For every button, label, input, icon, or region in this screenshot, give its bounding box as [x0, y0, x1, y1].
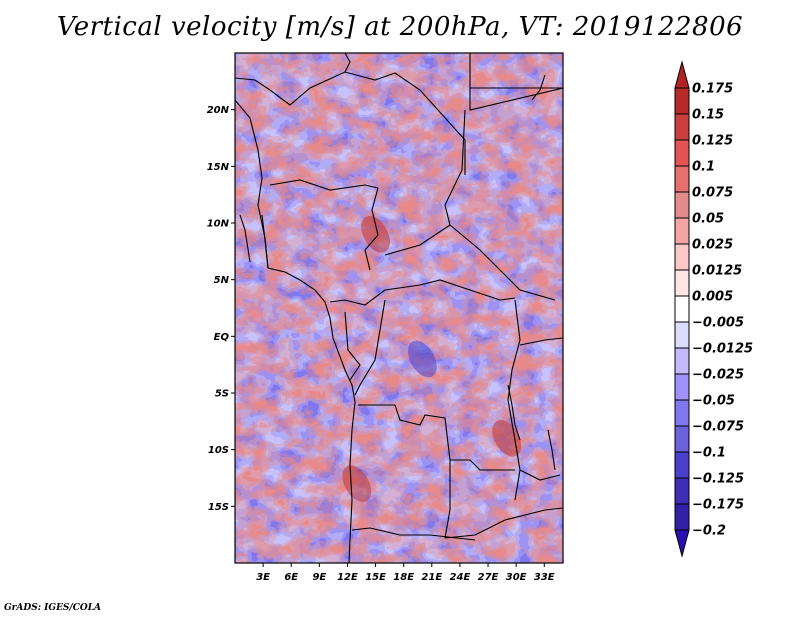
border-algeria-niger: [235, 53, 351, 106]
colorbar-level-label: −0.2: [692, 524, 726, 539]
y-tick-label: 15S: [208, 502, 229, 513]
x-tick-label: 33E: [534, 572, 555, 583]
y-tick-label: 10N: [207, 219, 230, 230]
x-tick-label: 3E: [256, 572, 270, 583]
x-tick-label: 6E: [284, 572, 298, 583]
colorbar-level-label: 0.025: [692, 238, 733, 253]
colorbar-level-label: −0.0125: [692, 342, 753, 357]
border-car-drc: [384, 279, 516, 301]
colorbar-box: [674, 165, 690, 193]
colorbar-box: [674, 451, 690, 479]
colorbar-level-label: −0.1: [692, 446, 726, 461]
border-zambia-south: [444, 507, 563, 539]
lake-malawi: [547, 429, 556, 471]
x-tick-label: 12E: [337, 572, 358, 583]
border-west-small: [239, 214, 251, 263]
colorbar-level-label: 0.125: [692, 134, 733, 149]
border-chad-cameroon: [364, 187, 379, 271]
colorbar-level-label: −0.025: [692, 368, 744, 383]
border-uganda-kenya: [519, 337, 563, 346]
y-tick-label: EQ: [214, 332, 230, 343]
colorbar-box: [674, 347, 690, 375]
colorbar-level-label: 0.1: [692, 160, 715, 175]
x-tick-label: 21E: [421, 572, 442, 583]
y-axis: 20N 15N 10N 5N EQ 5S 10S 15S: [207, 105, 235, 513]
colorbar-extend-max: [674, 60, 690, 89]
border-libya-egypt: [469, 53, 563, 111]
colorbar-box: [674, 295, 690, 323]
y-tick-label: 20N: [207, 105, 230, 116]
chart-title: Vertical velocity [m/s] at 200hPa, VT: 2…: [56, 12, 744, 42]
border-cameroon-congo: [329, 289, 386, 306]
colorbar-box: [674, 373, 690, 401]
field-hotspot: [492, 420, 522, 457]
colorbar-level-label: 0.0125: [692, 264, 742, 279]
border-nigeria-benin: [261, 214, 269, 269]
border-drc-angola: [358, 404, 515, 471]
red-sea-coast: [531, 74, 546, 101]
border-congo-drc: [354, 299, 386, 396]
colorbar-level-label: 0.005: [692, 290, 733, 305]
colorbar-box: [674, 477, 690, 505]
hotspots: [342, 216, 522, 502]
border-angola-zambia: [444, 460, 451, 539]
y-tick-label: 5N: [214, 275, 230, 286]
country-borders: [235, 53, 563, 563]
border-niger-nigeria: [269, 179, 379, 191]
colorbar-box: [674, 399, 690, 427]
colorbar-level-label: −0.125: [692, 472, 744, 487]
field-hotspot: [342, 465, 372, 502]
field-layer: [235, 53, 563, 563]
colorbar-level-label: −0.05: [692, 394, 735, 409]
colorbar-extend-min: [674, 529, 690, 558]
colorbar-box: [674, 243, 690, 271]
colorbar-level-label: 0.075: [692, 186, 733, 201]
colorbar-box: [674, 139, 690, 167]
colorbar-level-label: −0.175: [692, 498, 744, 513]
x-tick-label: 18E: [393, 572, 414, 583]
colorbar-box: [674, 217, 690, 245]
colorbar-level-label: 0.15: [692, 108, 724, 123]
y-tick-label: 15N: [207, 162, 230, 173]
colorbar-box: [674, 321, 690, 349]
x-tick-label: 15E: [365, 572, 386, 583]
grads-credit: GrADS: IGES/COLA: [4, 603, 102, 613]
field-hotspot: [408, 340, 437, 378]
border-angola-namibia: [351, 527, 476, 541]
colorbar-level-label: 0.175: [692, 82, 733, 97]
colorbar-box: [674, 113, 690, 141]
y-tick-label: 5S: [215, 389, 229, 400]
field-positive-pattern: [235, 53, 563, 563]
colorbar-level-label: −0.075: [692, 420, 744, 435]
colorbar-box: [674, 503, 690, 531]
colorbar-box: [674, 191, 690, 219]
colorbar-box: [674, 269, 690, 297]
border-chad-car: [384, 224, 451, 256]
x-tick-label: 9E: [312, 572, 326, 583]
x-axis: 3E 6E 9E 12E 15E 18E 21E 24E 27E 30E 33E: [256, 563, 555, 583]
coastline-west: [235, 99, 356, 563]
border-gabon: [344, 311, 361, 381]
field-hotspot: [361, 216, 390, 253]
colorbar: 0.175 0.15 0.125 0.1 0.075 0.05 0.025 0.0125 0.0…: [674, 60, 753, 558]
border-chad-sudan: [444, 109, 556, 301]
border-tanzania-zambia: [519, 469, 561, 481]
border-libya-niger: [344, 71, 466, 175]
plot-frame: [234, 52, 564, 564]
x-tick-label: 30E: [506, 572, 527, 583]
colorbar-level-label: 0.05: [692, 212, 724, 227]
colorbar-box: [674, 87, 690, 115]
y-tick-label: 10S: [208, 445, 229, 456]
x-tick-label: 27E: [478, 572, 499, 583]
lake-tanganyika: [507, 384, 521, 441]
x-tick-label: 24E: [450, 572, 471, 583]
colorbar-box: [674, 425, 690, 453]
colorbar-level-label: −0.005: [692, 316, 744, 331]
